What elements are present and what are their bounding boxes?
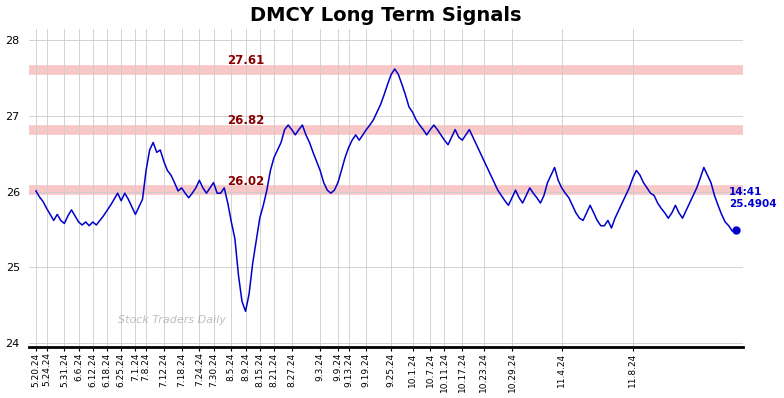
Text: 26.02: 26.02 [227,175,264,188]
Title: DMCY Long Term Signals: DMCY Long Term Signals [250,6,521,25]
Text: 26.82: 26.82 [227,114,264,127]
Text: 14:41
25.4904: 14:41 25.4904 [728,187,776,209]
Text: Stock Traders Daily: Stock Traders Daily [118,315,226,325]
Text: 27.61: 27.61 [227,55,264,68]
